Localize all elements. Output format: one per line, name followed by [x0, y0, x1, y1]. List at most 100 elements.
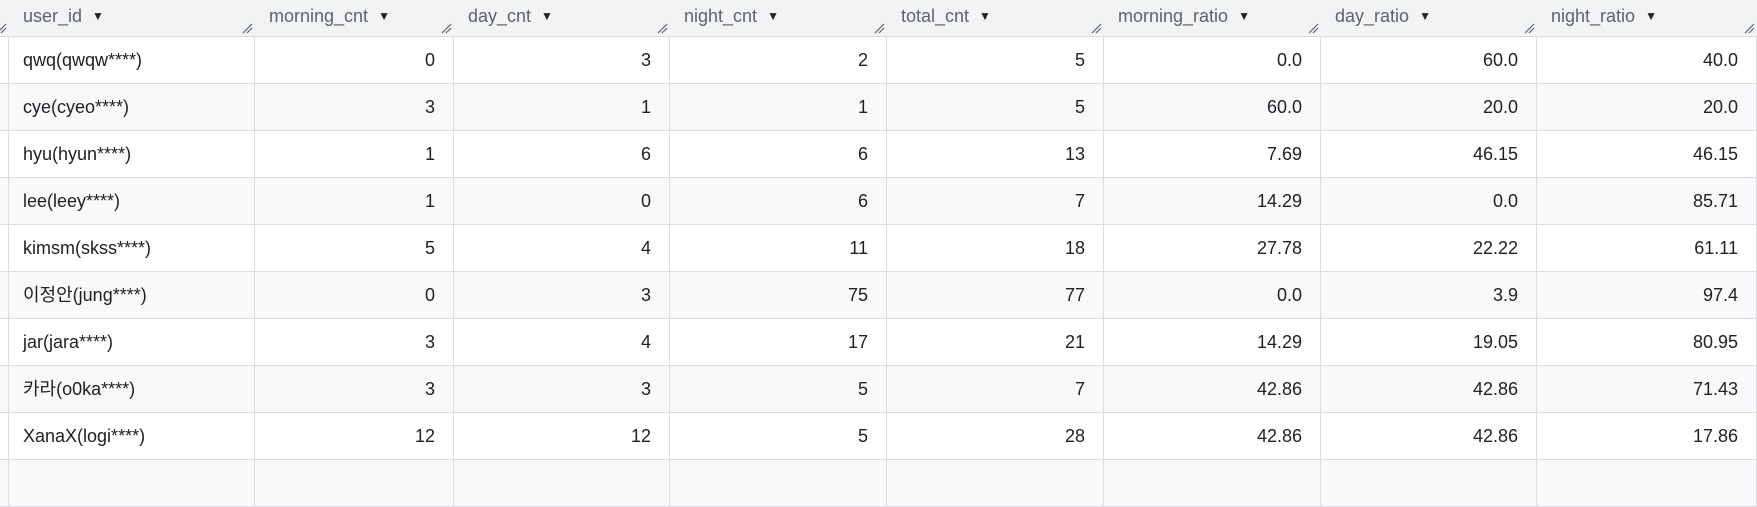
column-header-night_cnt[interactable]: night_cnt ▼ — [670, 0, 887, 36]
cell-morning_ratio: 42.86 — [1104, 413, 1321, 459]
cell-day_cnt: 3 — [454, 37, 670, 83]
cell-user_id: jar(jara****) — [9, 319, 255, 365]
column-header-label: night_ratio — [1551, 6, 1636, 26]
cell-user_id: lee(leey****) — [9, 178, 255, 224]
cell-day_ratio: 19.05 — [1321, 319, 1537, 365]
table-body: qwq(qwqw****) 0 3 2 5 0.0 60.0 40.0 cye(cyeo****… — [0, 37, 1757, 507]
column-resize-icon[interactable] — [440, 22, 452, 34]
row-edge — [0, 178, 9, 224]
caret-down-icon[interactable]: ▼ — [1645, 9, 1657, 23]
cell-day_cnt: 3 — [454, 366, 670, 412]
cell-morning_cnt: 1 — [255, 131, 454, 177]
cell-night_ratio: 80.95 — [1537, 319, 1757, 365]
cell-total_cnt: 77 — [887, 272, 1104, 318]
cell-night_ratio: 46.15 — [1537, 131, 1757, 177]
cell-day_cnt: 6 — [454, 131, 670, 177]
cell-night_ratio: 20.0 — [1537, 84, 1757, 130]
cell-total_cnt: 5 — [887, 84, 1104, 130]
cell-night_cnt: 5 — [670, 366, 887, 412]
column-resize-icon[interactable] — [1307, 22, 1319, 34]
cell-day_cnt: 12 — [454, 413, 670, 459]
column-header-label: total_cnt — [901, 6, 970, 26]
cell-day_ratio: 46.15 — [1321, 131, 1537, 177]
caret-down-icon[interactable]: ▼ — [92, 9, 104, 23]
column-header-user_id[interactable]: user_id ▼ — [9, 0, 255, 36]
column-header-morning_ratio[interactable]: morning_ratio ▼ — [1104, 0, 1321, 36]
cell-night_ratio: 97.4 — [1537, 272, 1757, 318]
column-resize-icon[interactable] — [1743, 22, 1755, 34]
table-header: user_id ▼ morning_cnt ▼ day_cnt ▼ night_cnt ▼ to… — [0, 0, 1757, 37]
column-header-label: morning_ratio — [1118, 6, 1229, 26]
table-row: qwq(qwqw****) 0 3 2 5 0.0 60.0 40.0 — [0, 37, 1757, 84]
caret-down-icon[interactable]: ▼ — [1238, 9, 1250, 23]
row-edge — [0, 225, 9, 271]
cell-morning_cnt: 5 — [255, 225, 454, 271]
cell-total_cnt: 5 — [887, 37, 1104, 83]
row-edge — [0, 319, 9, 365]
cell-night_ratio: 61.11 — [1537, 225, 1757, 271]
column-resize-icon[interactable] — [1090, 22, 1102, 34]
cell-total_cnt: 7 — [887, 366, 1104, 412]
caret-down-icon[interactable]: ▼ — [378, 9, 390, 23]
column-header-day_cnt[interactable]: day_cnt ▼ — [454, 0, 670, 36]
cell-night_cnt: 75 — [670, 272, 887, 318]
header-edge — [0, 0, 9, 36]
cell-morning_ratio: 0.0 — [1104, 37, 1321, 83]
cell-morning_cnt: 3 — [255, 84, 454, 130]
row-edge — [0, 413, 9, 459]
column-header-label: morning_cnt — [269, 6, 369, 26]
cell-day_cnt: 3 — [454, 272, 670, 318]
cell-morning_ratio: 14.29 — [1104, 319, 1321, 365]
column-header-total_cnt[interactable]: total_cnt ▼ — [887, 0, 1104, 36]
cell-user_id: XanaX(logi****) — [9, 413, 255, 459]
row-edge — [0, 366, 9, 412]
row-edge — [0, 84, 9, 130]
table-row: lee(leey****) 1 0 6 7 14.29 0.0 85.71 — [0, 178, 1757, 225]
column-header-morning_cnt[interactable]: morning_cnt ▼ — [255, 0, 454, 36]
column-resize-icon[interactable] — [0, 22, 7, 34]
column-header-night_ratio[interactable]: night_ratio ▼ — [1537, 0, 1757, 36]
cell-total_cnt: 13 — [887, 131, 1104, 177]
cell-day_ratio: 20.0 — [1321, 84, 1537, 130]
column-resize-icon[interactable] — [241, 22, 253, 34]
cell-user_id: hyu(hyun****) — [9, 131, 255, 177]
cell-day_cnt: 4 — [454, 225, 670, 271]
column-resize-icon[interactable] — [873, 22, 885, 34]
table-row: hyu(hyun****) 1 6 6 13 7.69 46.15 46.15 — [0, 131, 1757, 178]
cell-morning_ratio: 60.0 — [1104, 84, 1321, 130]
cell-day_ratio: 0.0 — [1321, 178, 1537, 224]
cell-total_cnt: 7 — [887, 178, 1104, 224]
column-header-label: day_ratio — [1335, 6, 1410, 26]
cell-morning_ratio: 42.86 — [1104, 366, 1321, 412]
cell-night_ratio: 40.0 — [1537, 37, 1757, 83]
cell-night_ratio: 17.86 — [1537, 413, 1757, 459]
cell-user_id: 카라(o0ka****) — [9, 366, 255, 412]
column-resize-icon[interactable] — [656, 22, 668, 34]
cell-day_cnt: 1 — [454, 84, 670, 130]
cell-night_cnt: 5 — [670, 413, 887, 459]
column-resize-icon[interactable] — [1523, 22, 1535, 34]
cell-night_cnt: 11 — [670, 225, 887, 271]
cell-morning_cnt: 0 — [255, 272, 454, 318]
cell-morning_cnt: 1 — [255, 178, 454, 224]
cell-day_ratio: 3.9 — [1321, 272, 1537, 318]
cell-night_cnt: 1 — [670, 84, 887, 130]
caret-down-icon[interactable]: ▼ — [1419, 9, 1431, 23]
table-row: jar(jara****) 3 4 17 21 14.29 19.05 80.95 — [0, 319, 1757, 366]
caret-down-icon[interactable]: ▼ — [541, 9, 553, 23]
cell-total_cnt: 28 — [887, 413, 1104, 459]
cell-morning_cnt: 0 — [255, 37, 454, 83]
table-row — [0, 460, 1757, 507]
cell-user_id: qwq(qwqw****) — [9, 37, 255, 83]
cell-morning_ratio: 27.78 — [1104, 225, 1321, 271]
cell-morning_cnt: 3 — [255, 319, 454, 365]
caret-down-icon[interactable]: ▼ — [767, 9, 779, 23]
cell-morning_cnt: 12 — [255, 413, 454, 459]
cell-day_ratio: 42.86 — [1321, 366, 1537, 412]
caret-down-icon[interactable]: ▼ — [979, 9, 991, 23]
column-header-day_ratio[interactable]: day_ratio ▼ — [1321, 0, 1537, 36]
cell-total_cnt: 21 — [887, 319, 1104, 365]
cell-morning_cnt: 3 — [255, 366, 454, 412]
table-row: XanaX(logi****) 12 12 5 28 42.86 42.86 17.86 — [0, 413, 1757, 460]
